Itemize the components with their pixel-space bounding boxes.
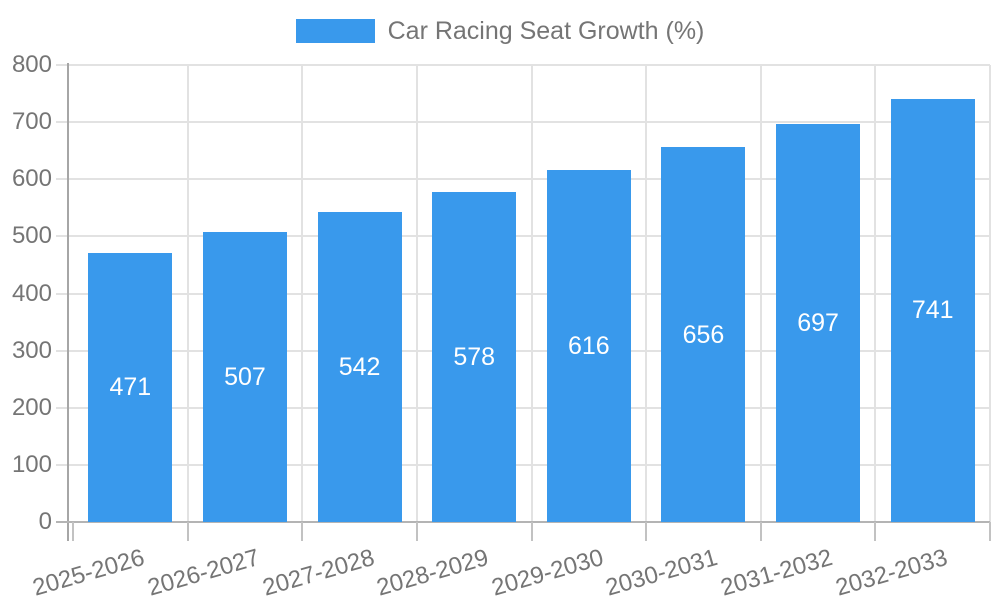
x-gridline xyxy=(645,65,648,522)
x-axis-tick xyxy=(415,522,418,541)
y-axis-tick-label: 100 xyxy=(11,450,52,478)
x-axis-line xyxy=(56,521,990,523)
y-axis-tick-label: 700 xyxy=(11,108,52,136)
bar-2031-2032[interactable] xyxy=(776,123,861,522)
bar-2028-2029[interactable] xyxy=(432,191,517,522)
chart-legend[interactable]: Car Racing Seat Growth (%) xyxy=(0,16,1000,46)
x-axis-tick xyxy=(645,522,648,541)
y-axis-tick-label: 0 xyxy=(38,508,52,535)
x-gridline xyxy=(301,65,304,522)
y-axis-tick-label: 600 xyxy=(11,165,52,193)
x-axis-tick xyxy=(186,522,189,541)
x-axis-tick-label: 2025-2026 xyxy=(29,544,148,600)
bar-2026-2027[interactable] xyxy=(202,232,287,522)
y-axis-tick-label: 500 xyxy=(11,222,52,250)
bar-2027-2028[interactable] xyxy=(317,212,402,522)
bar-value-label: 471 xyxy=(109,373,152,402)
bar-2030-2031[interactable] xyxy=(661,147,746,522)
y-axis-line xyxy=(67,63,69,541)
y-axis-tick-label: 800 xyxy=(11,51,52,78)
x-gridline xyxy=(759,65,762,522)
bar-value-label: 616 xyxy=(567,332,610,361)
y-gridline xyxy=(56,349,990,352)
x-axis-tick-label: 2030-2031 xyxy=(603,544,721,600)
x-axis-tick-label: 2027-2028 xyxy=(259,544,378,600)
bar-value-label: 697 xyxy=(797,308,839,337)
x-axis-tick xyxy=(530,522,533,541)
y-axis-tick-label: 200 xyxy=(11,393,52,421)
y-gridline xyxy=(56,121,990,124)
x-axis-tick xyxy=(759,522,762,541)
bar-2032-2033[interactable] xyxy=(890,98,975,522)
bar-value-label: 741 xyxy=(911,296,954,325)
y-axis-tick-label: 300 xyxy=(11,336,52,364)
x-gridline xyxy=(874,65,877,522)
x-axis-tick-label: 2032-2033 xyxy=(832,544,951,600)
y-gridline xyxy=(56,178,990,181)
x-axis-tick-label: 2031-2032 xyxy=(717,544,836,600)
bar-value-label: 542 xyxy=(338,353,381,382)
x-gridline xyxy=(186,65,189,522)
y-axis-tick-label: 400 xyxy=(11,279,52,307)
x-axis-tick-label: 2029-2030 xyxy=(488,544,607,600)
x-axis-tick-label: 2026-2027 xyxy=(144,544,263,600)
legend-label: Car Racing Seat Growth (%) xyxy=(387,17,705,45)
y-gridline xyxy=(56,463,990,466)
x-axis-tick-label: 2028-2029 xyxy=(373,544,492,600)
x-gridline xyxy=(530,65,533,522)
x-axis-tick xyxy=(874,522,877,541)
bar-2025-2026[interactable] xyxy=(88,252,173,522)
bar-value-label: 656 xyxy=(682,320,725,349)
x-axis-tick xyxy=(72,522,74,541)
bar-value-label: 507 xyxy=(224,363,266,392)
x-gridline xyxy=(415,65,418,522)
y-gridline xyxy=(56,64,990,66)
y-gridline xyxy=(56,235,990,238)
legend-swatch-icon xyxy=(295,19,375,43)
x-axis-tick xyxy=(301,522,304,541)
x-gridline xyxy=(989,65,991,522)
y-gridline xyxy=(56,292,990,295)
bar-2029-2030[interactable] xyxy=(546,170,631,522)
x-axis-tick xyxy=(989,522,991,541)
bar-value-label: 578 xyxy=(453,342,496,371)
y-gridline xyxy=(56,406,990,409)
